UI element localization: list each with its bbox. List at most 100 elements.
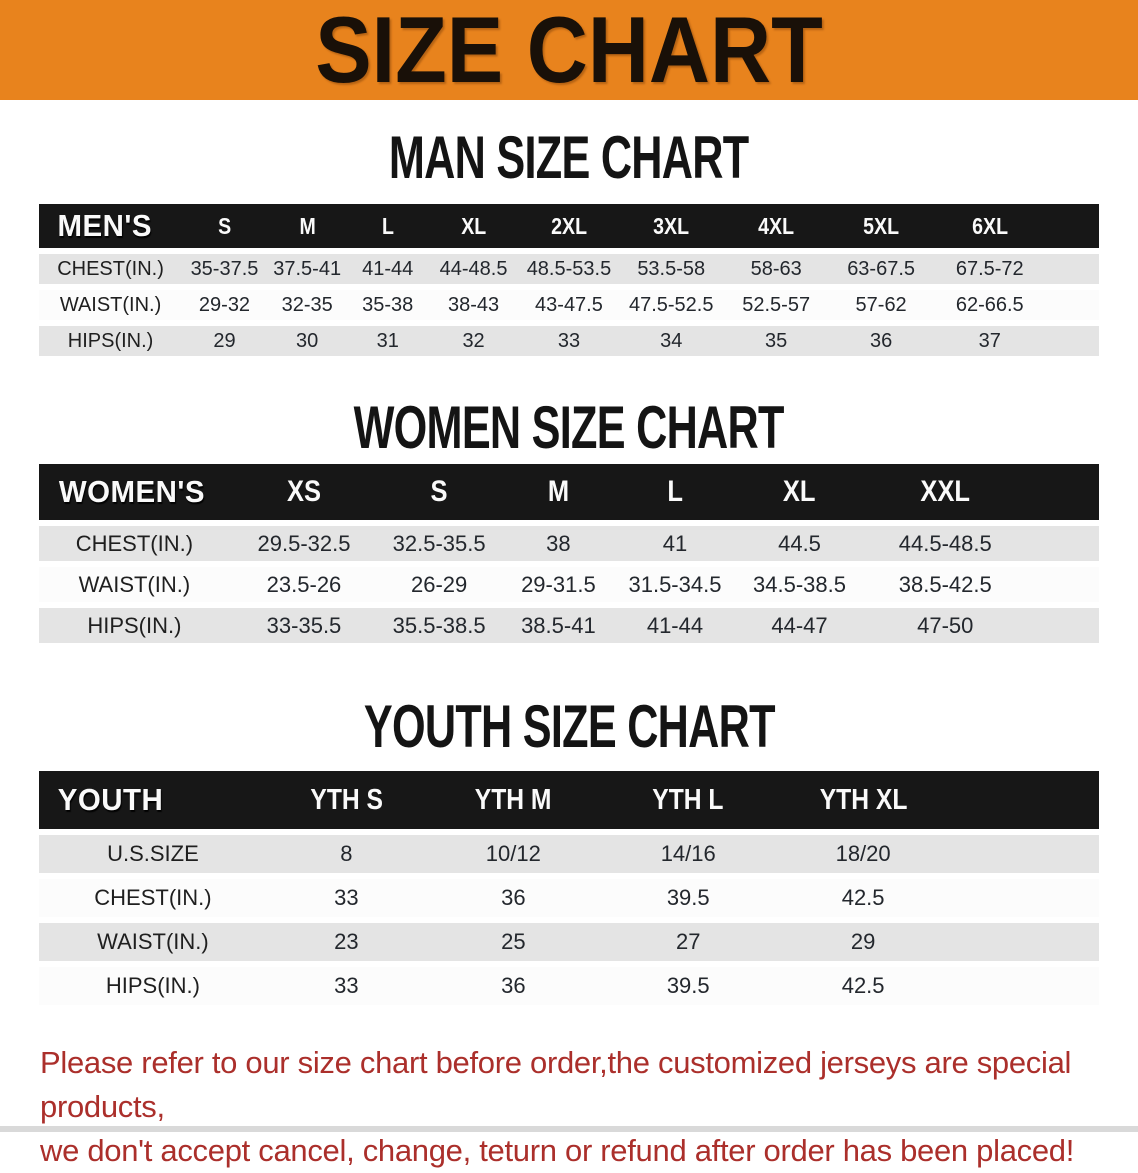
- filler-cell: [1045, 254, 1099, 284]
- value-cell: 44-48.5: [427, 254, 520, 284]
- value-cell: 38.5-41: [500, 608, 617, 643]
- table-row: HIPS(IN.) 33 36 39.5 42.5: [39, 967, 1099, 1005]
- value-cell: 33: [266, 879, 426, 917]
- row-label: WAIST(IN.): [39, 923, 267, 961]
- col-header: YTH S: [266, 771, 426, 829]
- women-section-heading: WOMEN SIZE CHART: [0, 398, 1138, 458]
- row-label: WAIST(IN.): [39, 290, 183, 320]
- filler-cell: [1045, 326, 1099, 356]
- disclaimer-line-1: Please refer to our size chart before or…: [40, 1045, 1072, 1124]
- youth-section-heading: YOUTH SIZE CHART: [0, 697, 1138, 757]
- value-cell: 38-43: [427, 290, 520, 320]
- value-cell: 36: [425, 967, 601, 1005]
- table-row: WAIST(IN.) 29-32 32-35 35-38 38-43 43-47…: [39, 290, 1099, 320]
- filler-cell: [950, 923, 1099, 961]
- row-label: U.S.SIZE: [39, 835, 267, 873]
- value-cell: 34.5-38.5: [733, 567, 866, 602]
- youth-header-row: YOUTH YTH S YTH M YTH L YTH XL: [39, 771, 1099, 829]
- row-label: HIPS(IN.): [39, 608, 230, 643]
- col-header: XL: [733, 464, 866, 520]
- col-header: YTH M: [425, 771, 601, 829]
- filler-header: [950, 771, 1099, 829]
- filler-cell: [1045, 290, 1099, 320]
- value-cell: 32-35: [266, 290, 348, 320]
- value-cell: 10/12: [425, 835, 601, 873]
- value-cell: 33-35.5: [229, 608, 379, 643]
- men-section-heading: MAN SIZE CHART: [0, 128, 1138, 188]
- value-cell: 29: [182, 326, 267, 356]
- value-cell: 44-47: [733, 608, 866, 643]
- value-cell: 41-44: [347, 254, 428, 284]
- value-cell: 32: [427, 326, 520, 356]
- value-cell: 23: [266, 923, 426, 961]
- value-cell: 63-67.5: [828, 254, 934, 284]
- value-cell: 18/20: [775, 835, 951, 873]
- row-label: HIPS(IN.): [39, 967, 267, 1005]
- value-cell: 30: [266, 326, 348, 356]
- value-cell: 57-62: [828, 290, 934, 320]
- value-cell: 41: [616, 526, 734, 561]
- col-header: 5XL: [828, 204, 934, 248]
- table-row: HIPS(IN.) 29 30 31 32 33 34 35 36 37: [39, 326, 1099, 356]
- value-cell: 44.5: [733, 526, 866, 561]
- value-cell: 33: [519, 326, 619, 356]
- youth-table-label: YOUTH: [39, 771, 267, 829]
- value-cell: 29.5-32.5: [229, 526, 379, 561]
- value-cell: 41-44: [616, 608, 734, 643]
- value-cell: 34: [618, 326, 724, 356]
- men-size-table: MEN'S S M L XL 2XL 3XL 4XL 5XL 6XL CHEST…: [39, 198, 1099, 362]
- women-section-heading-text: WOMEN SIZE CHART: [353, 394, 785, 461]
- table-row: WAIST(IN.) 23 25 27 29: [39, 923, 1099, 961]
- value-cell: 52.5-57: [723, 290, 829, 320]
- value-cell: 33: [266, 967, 426, 1005]
- value-cell: 42.5: [775, 879, 951, 917]
- filler-cell: [950, 879, 1099, 917]
- banner-title: SIZE CHART: [315, 0, 823, 100]
- value-cell: 27: [600, 923, 776, 961]
- filler-cell: [1024, 567, 1099, 602]
- filler-header: [1045, 204, 1099, 248]
- value-cell: 37: [933, 326, 1046, 356]
- bottom-edge: [0, 1126, 1138, 1132]
- value-cell: 67.5-72: [933, 254, 1046, 284]
- value-cell: 44.5-48.5: [865, 526, 1025, 561]
- value-cell: 14/16: [600, 835, 776, 873]
- value-cell: 23.5-26: [229, 567, 379, 602]
- value-cell: 48.5-53.5: [519, 254, 619, 284]
- col-header: YTH L: [600, 771, 776, 829]
- value-cell: 31: [347, 326, 428, 356]
- col-header: 4XL: [723, 204, 829, 248]
- value-cell: 42.5: [775, 967, 951, 1005]
- table-row: CHEST(IN.) 33 36 39.5 42.5: [39, 879, 1099, 917]
- value-cell: 35: [723, 326, 829, 356]
- value-cell: 62-66.5: [933, 290, 1046, 320]
- value-cell: 35.5-38.5: [378, 608, 501, 643]
- filler-cell: [950, 967, 1099, 1005]
- women-size-table: WOMEN'S XS S M L XL XXL CHEST(IN.) 29.5-…: [39, 458, 1099, 649]
- men-section-heading-text: MAN SIZE CHART: [389, 124, 749, 191]
- row-label: CHEST(IN.): [39, 254, 183, 284]
- value-cell: 36: [425, 879, 601, 917]
- col-header: S: [378, 464, 501, 520]
- col-header: M: [500, 464, 617, 520]
- value-cell: 8: [266, 835, 426, 873]
- col-header: 2XL: [519, 204, 619, 248]
- col-header: L: [347, 204, 428, 248]
- row-label: CHEST(IN.): [39, 879, 267, 917]
- col-header: M: [266, 204, 348, 248]
- filler-header: [1024, 464, 1099, 520]
- value-cell: 35-37.5: [182, 254, 267, 284]
- row-label: HIPS(IN.): [39, 326, 183, 356]
- youth-section-heading-text: YOUTH SIZE CHART: [363, 693, 776, 760]
- banner: SIZE CHART: [0, 0, 1138, 100]
- value-cell: 31.5-34.5: [616, 567, 734, 602]
- men-table-label: MEN'S: [39, 204, 183, 248]
- disclaimer-line-2: we don't accept cancel, change, teturn o…: [40, 1133, 1075, 1168]
- filler-cell: [1024, 608, 1099, 643]
- value-cell: 38: [500, 526, 617, 561]
- col-header: 3XL: [618, 204, 724, 248]
- table-row: CHEST(IN.) 29.5-32.5 32.5-35.5 38 41 44.…: [39, 526, 1099, 561]
- value-cell: 29: [775, 923, 951, 961]
- filler-cell: [950, 835, 1099, 873]
- value-cell: 39.5: [600, 879, 776, 917]
